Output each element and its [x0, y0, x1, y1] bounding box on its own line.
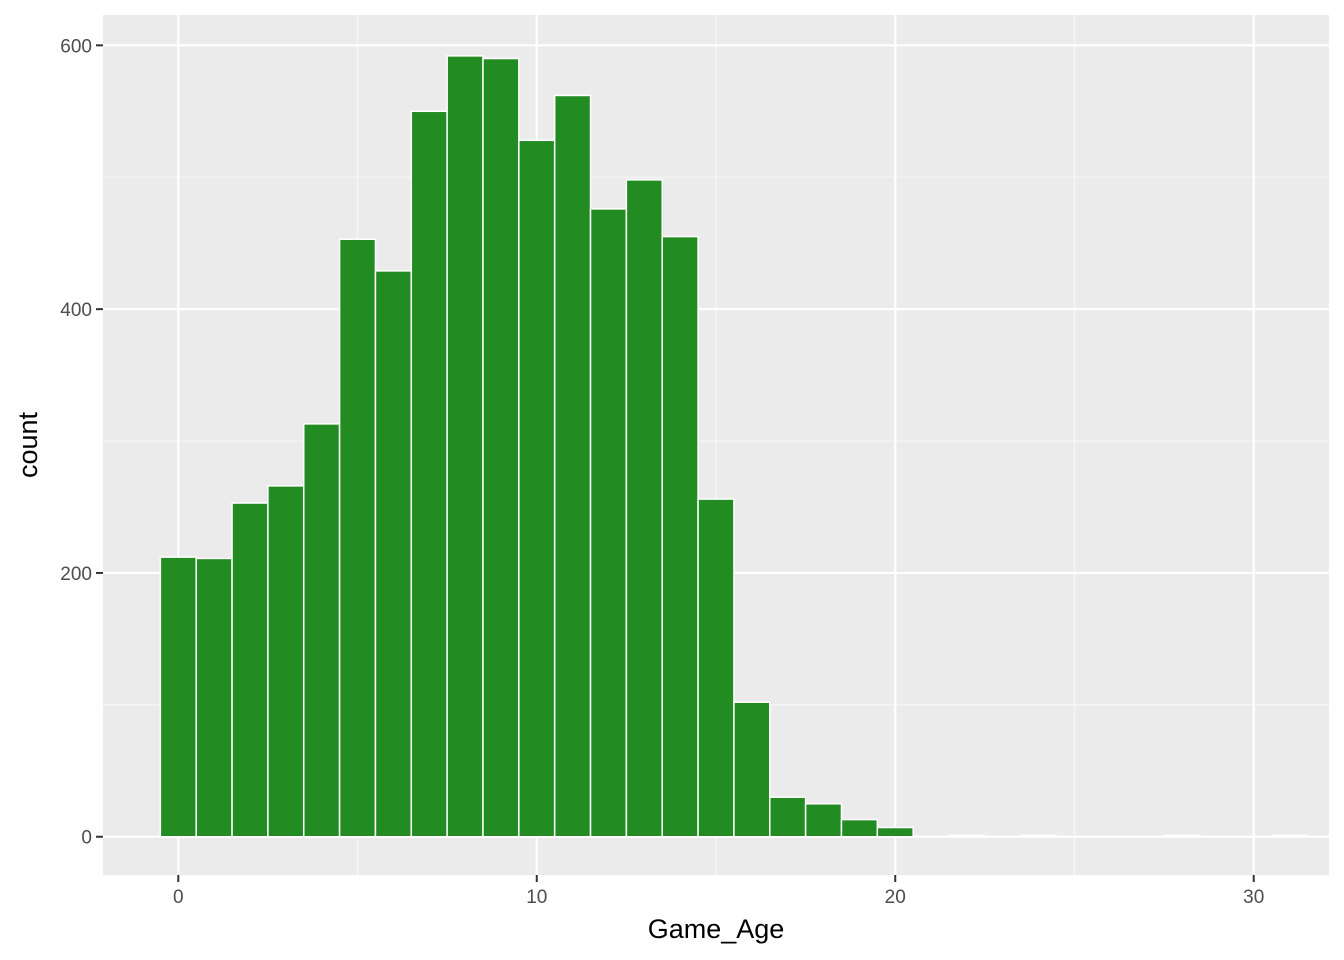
histogram-bar [410, 110, 448, 838]
histogram-bar [553, 94, 592, 838]
histogram-bar [1163, 834, 1201, 838]
x-tick-label: 30 [1243, 887, 1264, 908]
histogram-bar [697, 498, 735, 838]
histogram-bar [159, 556, 197, 838]
histogram-bar [1270, 834, 1309, 838]
histogram-bar [948, 834, 986, 838]
y-tick-label: 400 [60, 300, 92, 321]
histogram-bar [804, 803, 843, 838]
histogram-bar [231, 502, 269, 838]
histogram-bar [589, 208, 628, 838]
y-axis: 0 200 400 600 [60, 36, 103, 849]
bars [159, 55, 1309, 838]
y-tick-label: 200 [60, 564, 92, 585]
histogram-bar [661, 235, 699, 838]
histogram-bar [374, 270, 413, 838]
histogram-bar [769, 796, 807, 838]
x-tick-label: 20 [885, 887, 906, 908]
histogram-bar [840, 818, 879, 838]
histogram-bar [1019, 834, 1058, 838]
x-axis: 0 10 20 30 [173, 875, 1264, 908]
y-tick-label: 600 [60, 36, 92, 57]
histogram-bar [195, 557, 233, 838]
histogram-bar [446, 55, 484, 838]
histogram-bar [518, 139, 556, 838]
y-axis-title: count [13, 411, 43, 478]
histogram-bar [338, 238, 377, 838]
x-axis-title: Game_Age [648, 914, 785, 944]
histogram-bar [625, 179, 663, 838]
histogram-bar [482, 57, 520, 838]
x-tick-label: 10 [526, 887, 547, 908]
histogram-bar [733, 701, 771, 838]
y-tick-label: 0 [81, 828, 92, 849]
x-tick-label: 0 [173, 887, 184, 908]
histogram-bar [876, 826, 914, 838]
histogram-bar [302, 423, 341, 838]
histogram-bar [267, 485, 305, 838]
